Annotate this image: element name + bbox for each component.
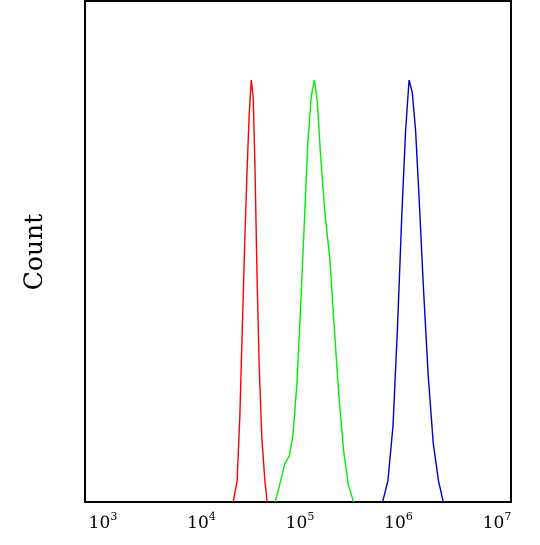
y-axis-title: Count [19,214,48,290]
x-tick-label: 105 [286,510,315,533]
x-tick-exponent: 6 [406,510,413,523]
x-tick-label: 104 [187,510,216,533]
x-tick-base: 10 [384,513,406,533]
histogram-series-1 [232,79,268,503]
histogram-series-2 [274,79,355,503]
x-tick-exponent: 4 [209,510,216,523]
x-tick-base: 10 [187,513,209,533]
x-tick-base: 10 [89,513,111,533]
x-tick-labels: 103 104 105 106 107 [89,510,512,533]
histogram-series-3 [381,79,444,503]
x-tick-exponent: 3 [110,510,117,523]
x-tick-label: 106 [384,510,413,533]
x-tick-exponent: 7 [504,510,511,523]
x-tick-label: 103 [89,510,118,533]
plot-frame [84,0,512,503]
x-tick-label: 107 [483,510,512,533]
x-tick-exponent: 5 [307,510,314,523]
x-tick-base: 10 [286,513,308,533]
x-tick-base: 10 [483,513,505,533]
series-layer [232,79,444,503]
